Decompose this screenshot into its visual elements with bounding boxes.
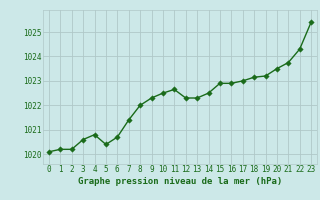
- X-axis label: Graphe pression niveau de la mer (hPa): Graphe pression niveau de la mer (hPa): [78, 177, 282, 186]
